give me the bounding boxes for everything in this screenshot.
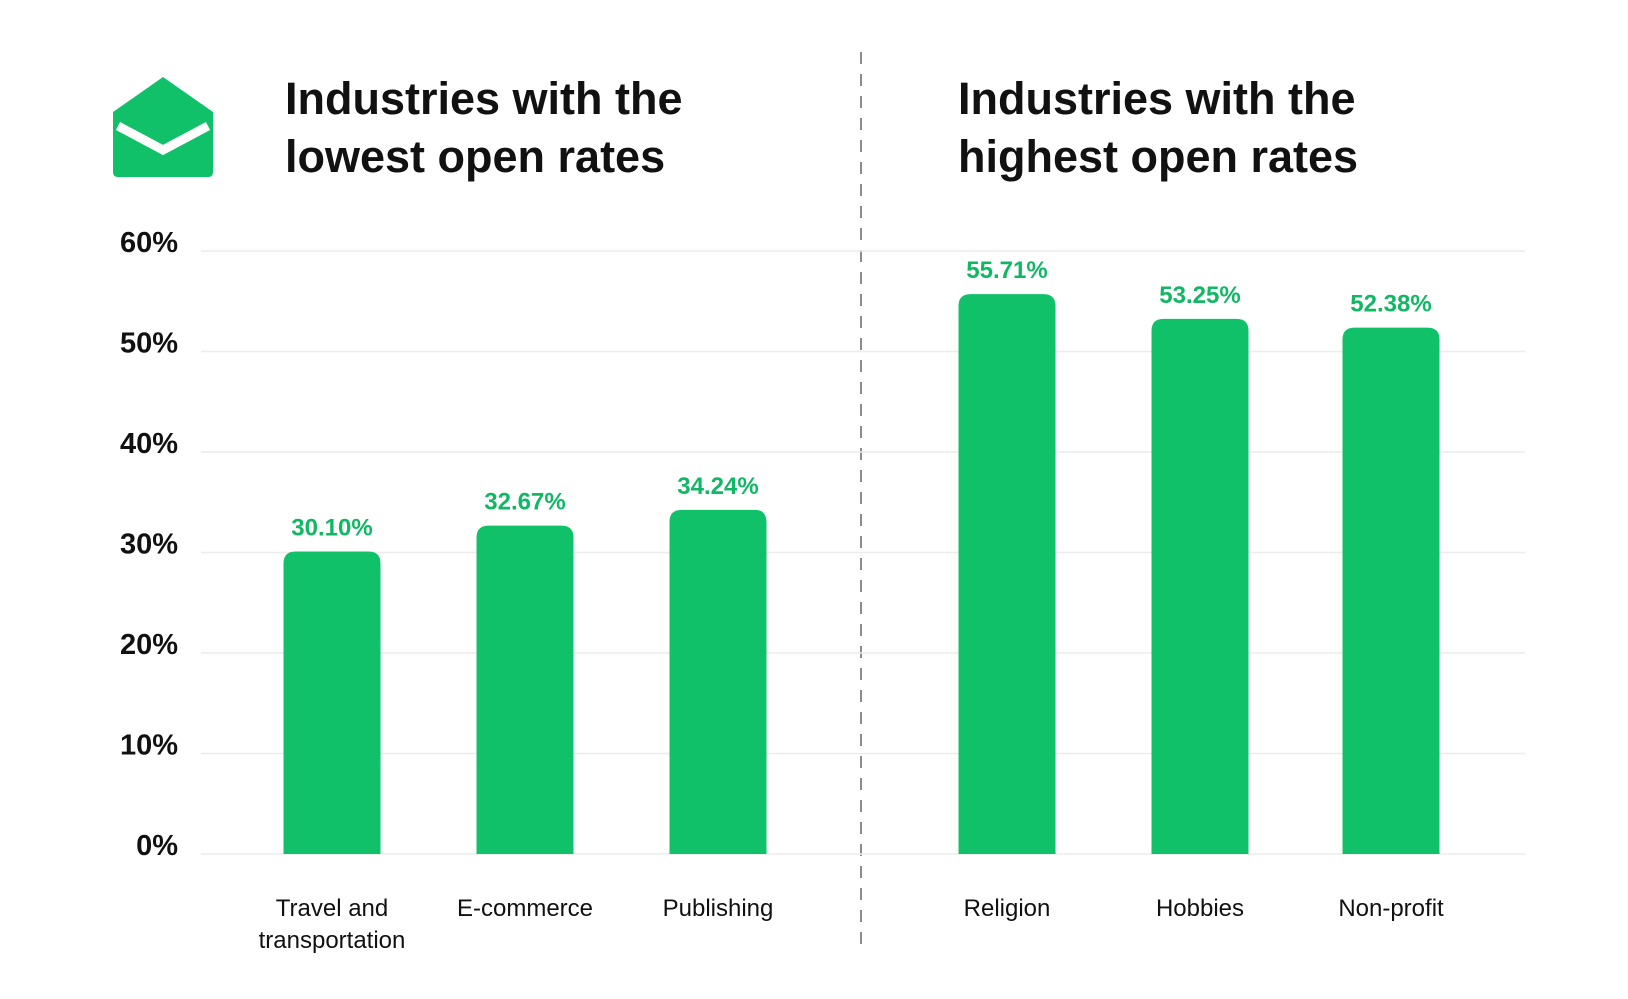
bar xyxy=(669,509,767,854)
open-envelope-icon xyxy=(113,77,213,177)
category-label: Hobbies xyxy=(1156,895,1244,922)
bar xyxy=(1151,318,1249,854)
y-tick-label: 0% xyxy=(136,830,178,862)
data-label: 53.25% xyxy=(1159,282,1240,309)
y-tick-label: 30% xyxy=(120,529,178,561)
data-label: 34.24% xyxy=(677,473,758,500)
right-title-line: highest open rates xyxy=(958,131,1359,182)
category-label: Publishing xyxy=(663,895,774,922)
bar xyxy=(1342,327,1440,854)
y-tick-label: 10% xyxy=(120,730,178,762)
data-label: 32.67% xyxy=(484,489,565,516)
left-title-line: Industries with the xyxy=(285,73,683,124)
left-title: Industries with the lowest open rates xyxy=(285,70,683,186)
data-label: 30.10% xyxy=(291,514,372,541)
data-label: 52.38% xyxy=(1350,291,1431,318)
bar xyxy=(476,525,574,854)
category-label: E-commerce xyxy=(457,895,593,922)
left-title-line: lowest open rates xyxy=(285,131,666,182)
bar xyxy=(283,551,381,854)
right-title-line: Industries with the xyxy=(958,73,1356,124)
right-title: Industries with the highest open rates xyxy=(958,70,1358,186)
category-label: transportation xyxy=(259,927,406,954)
y-tick-label: 50% xyxy=(120,328,178,360)
category-label: Travel and xyxy=(276,895,389,922)
y-tick-label: 40% xyxy=(120,428,178,460)
bar xyxy=(958,294,1056,854)
y-tick-label: 60% xyxy=(120,227,178,259)
y-tick-label: 20% xyxy=(120,629,178,661)
category-label: Non-profit xyxy=(1338,895,1444,922)
data-label: 55.71% xyxy=(966,257,1047,284)
category-label: Religion xyxy=(964,895,1051,922)
